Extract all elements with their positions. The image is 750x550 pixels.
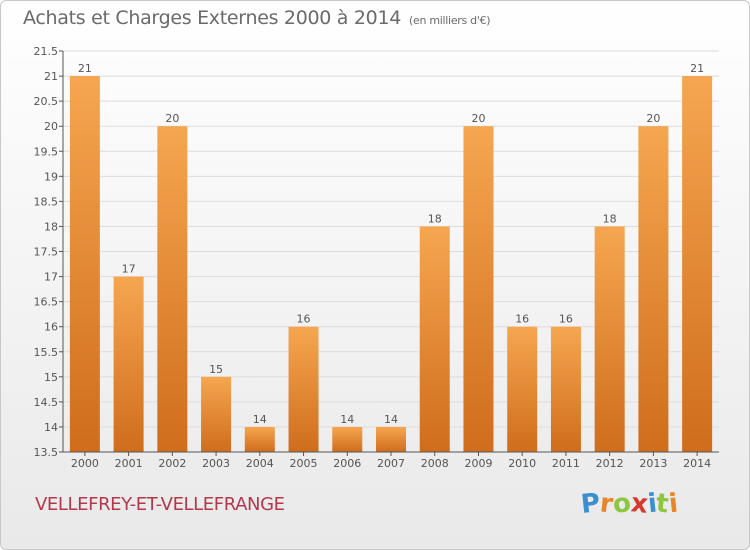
bar [201, 376, 232, 452]
y-tick-label: 15 [44, 371, 58, 384]
data-label: 20 [165, 112, 179, 125]
y-tick-label: 14 [44, 421, 58, 434]
data-label: 20 [646, 112, 660, 125]
y-tick-label: 18 [44, 220, 58, 233]
bar [69, 76, 100, 452]
x-tick-label: 2001 [115, 457, 143, 470]
bar [419, 226, 450, 452]
y-tick-label: 19.5 [34, 145, 59, 158]
x-tick-label: 2009 [464, 457, 492, 470]
chart-subtitle: (en milliers d'€) [409, 14, 491, 27]
data-label: 17 [122, 263, 136, 276]
data-label: 21 [78, 62, 92, 75]
x-tick-label: 2014 [683, 457, 711, 470]
y-tick-label: 19 [44, 170, 58, 183]
data-label: 16 [297, 313, 311, 326]
y-tick-label: 16 [44, 321, 58, 334]
axes [59, 50, 719, 456]
y-tick-label: 14.5 [34, 396, 59, 409]
data-label: 14 [384, 413, 398, 426]
bar [507, 326, 538, 452]
y-tick-label: 13.5 [34, 446, 59, 459]
bar [594, 226, 625, 452]
x-tick-label: 2008 [421, 457, 449, 470]
logo-letter: i [667, 488, 680, 520]
commune-name: VELLEFREY-ET-VELLEFRANGE [35, 494, 285, 515]
chart-title-block: Achats et Charges Externes 2000 à 2014 (e… [23, 7, 491, 29]
x-tick-label: 2005 [290, 457, 318, 470]
bar [463, 126, 494, 452]
y-tick-label: 21.5 [34, 45, 59, 58]
x-tick-label: 2002 [158, 457, 186, 470]
bar [376, 426, 406, 452]
x-tick-label: 2004 [246, 457, 274, 470]
bar [682, 76, 713, 452]
data-label: 20 [471, 112, 485, 125]
data-label: 16 [515, 313, 529, 326]
y-tick-label: 21 [44, 70, 58, 83]
bar [113, 276, 144, 452]
data-label: 14 [340, 413, 354, 426]
x-tick-label: 2010 [508, 457, 536, 470]
labels: 13.5 14 14.5 15 15.5 16 16.5 17 17.5 18 18.5 19 19.5… [34, 45, 712, 470]
y-tick-label: 18.5 [34, 195, 59, 208]
y-tick-label: 20.5 [34, 95, 59, 108]
bar [550, 326, 581, 452]
bars [69, 76, 713, 452]
proxiti-logo: Proxiti [579, 488, 680, 520]
x-tick-label: 2000 [71, 457, 99, 470]
data-label: 14 [253, 413, 267, 426]
x-tick-label: 2007 [377, 457, 405, 470]
bar [332, 426, 363, 452]
bar [638, 126, 669, 452]
data-label: 21 [690, 62, 704, 75]
chart-title: Achats et Charges Externes 2000 à 2014 [23, 7, 402, 29]
x-tick-label: 2012 [596, 457, 624, 470]
bar [288, 326, 319, 452]
y-tick-label: 20 [44, 120, 58, 133]
x-tick-label: 2011 [552, 457, 580, 470]
y-tick-label: 17 [44, 271, 58, 284]
y-tick-label: 16.5 [34, 296, 59, 309]
data-label: 15 [209, 363, 223, 376]
y-tick-label: 15.5 [34, 346, 59, 359]
bar [157, 126, 188, 452]
x-tick-label: 2013 [639, 457, 667, 470]
data-label: 16 [559, 313, 573, 326]
bar [244, 426, 275, 452]
data-label: 18 [428, 212, 442, 225]
x-tick-label: 2003 [202, 457, 230, 470]
y-tick-label: 17.5 [34, 246, 59, 259]
x-tick-label: 2006 [333, 457, 361, 470]
data-label: 18 [603, 212, 617, 225]
